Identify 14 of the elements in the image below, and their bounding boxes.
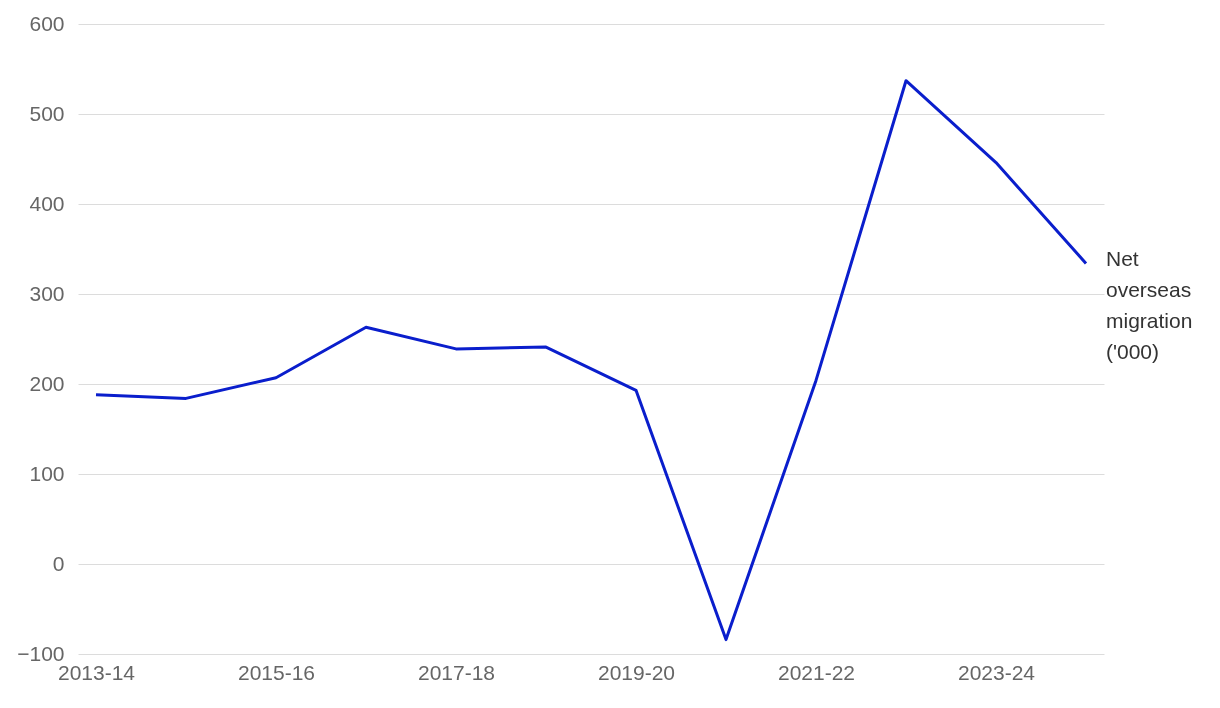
x-tick-label: 2017-18 [417,660,496,684]
x-tick-label: 2015-16 [237,660,316,684]
y-tick-label: 200 [29,371,65,395]
y-tick-label: 500 [29,101,65,125]
y-tick-label: 600 [29,11,65,35]
x-tick-label: 2023-24 [957,660,1036,684]
y-tick-label: 0 [52,551,65,575]
x-tick-label: 2019-20 [597,660,676,684]
x-tick-label: 2021-22 [777,660,856,684]
y-tick-label: 300 [29,281,65,305]
y-tick-label: 400 [29,191,65,215]
series-label: Net overseas migration ('000) [1106,247,1193,364]
y-tick-label: 100 [29,461,65,485]
line-series [94,79,1088,642]
